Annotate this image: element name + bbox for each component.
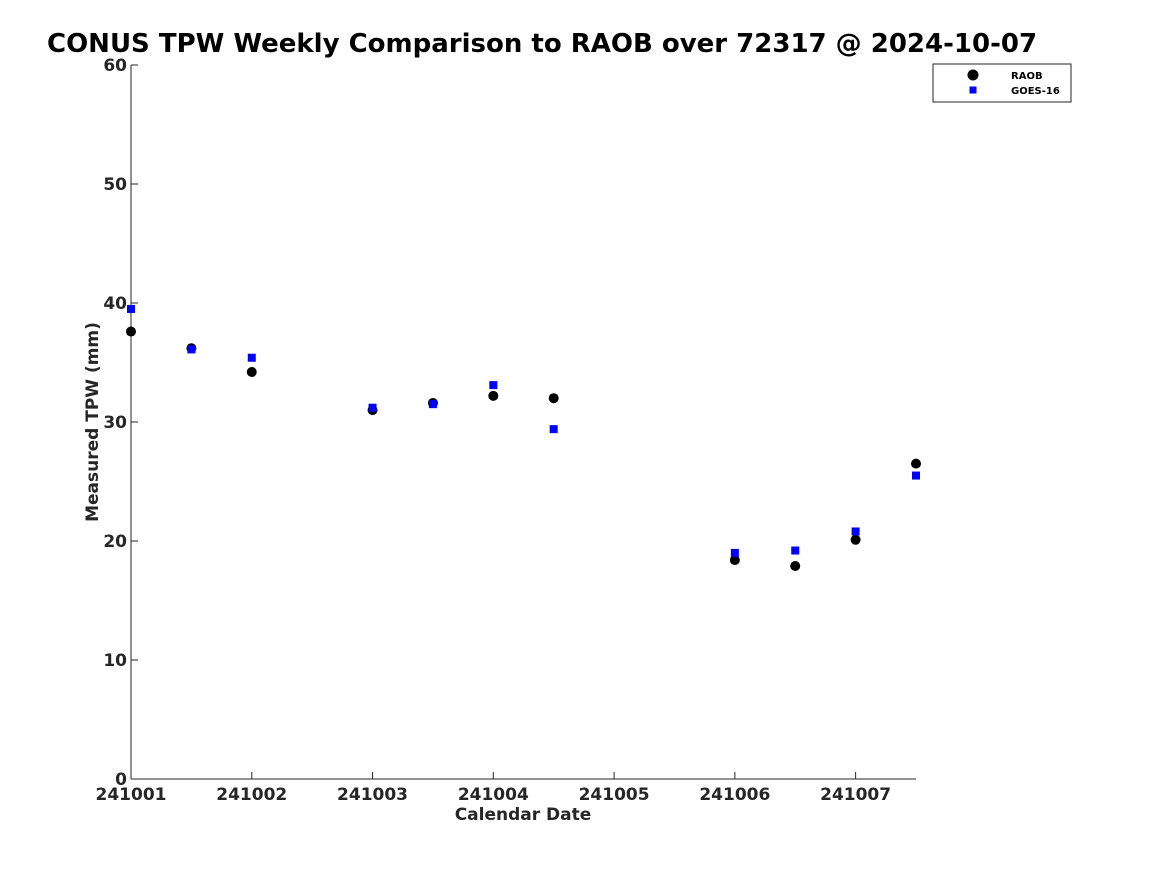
goes-16-point [549,425,558,434]
x-tick-label: 241001 [96,785,167,805]
raob-point [488,390,499,401]
x-tick-label: 241002 [216,785,287,805]
raob-point [850,534,861,545]
legend-raob-marker [967,69,979,81]
y-tick-label: 30 [103,413,127,433]
legend-goes16-label: GOES-16 [1011,86,1060,97]
x-tick-label: 241003 [337,785,408,805]
y-tick-label: 10 [103,651,127,671]
x-ticks: 241001 241002 241003 241004 241005 241006 2410… [96,772,891,805]
y-tick-label: 0 [115,770,127,790]
x-tick-label: 241007 [820,785,891,805]
y-tick-label: 50 [103,175,127,195]
data-series [126,304,921,571]
goes-16-point [912,471,920,480]
y-tick-label: 60 [103,56,127,76]
goes-16-point [127,304,135,313]
y-axis-label: Measured TPW (mm) [83,322,103,522]
goes-16-point [791,546,800,555]
legend: RAOB GOES-16 [932,63,1072,103]
y-tick-label: 40 [103,294,127,314]
x-tick-label: 241005 [579,785,650,805]
x-axis-label: Calendar Date [455,805,592,825]
raob-point [790,560,801,571]
raob-point [548,393,559,404]
goes-16-point [851,527,860,536]
goes-16-point [247,353,256,362]
plot-axes [130,65,916,780]
x-tick-label: 241004 [458,785,529,805]
raob-point [911,458,921,469]
goes-16-point [489,381,498,390]
goes-16-point [368,403,377,412]
chart-title: CONUS TPW Weekly Comparison to RAOB over… [47,29,1037,59]
y-tick-label: 20 [103,532,127,552]
legend-box [932,63,1072,103]
goes-16-point [187,345,196,354]
raob-point [246,367,257,378]
goes-16-point [428,400,437,409]
raob-point [729,555,740,566]
y-ticks: 0 10 20 30 40 50 60 [103,56,138,790]
raob-point [126,326,136,337]
x-tick-label: 241006 [699,785,770,805]
goes-16-point [730,548,739,557]
legend-raob-label: RAOB [1011,71,1043,82]
legend-goes16-marker [969,86,977,94]
